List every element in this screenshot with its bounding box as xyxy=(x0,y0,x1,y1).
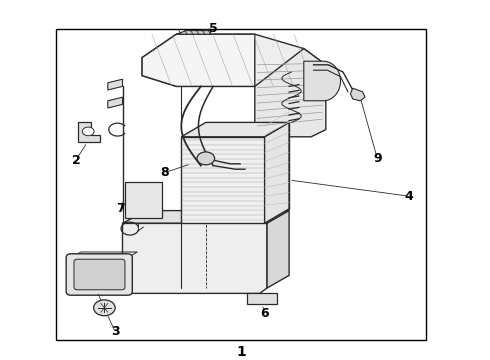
FancyBboxPatch shape xyxy=(74,259,125,290)
Polygon shape xyxy=(247,293,277,304)
Polygon shape xyxy=(265,122,289,223)
Polygon shape xyxy=(125,182,162,218)
Polygon shape xyxy=(108,79,122,90)
Polygon shape xyxy=(78,122,100,142)
Polygon shape xyxy=(255,49,326,137)
Text: 4: 4 xyxy=(405,190,414,203)
Polygon shape xyxy=(142,34,255,86)
Circle shape xyxy=(197,152,215,165)
Text: 6: 6 xyxy=(260,307,269,320)
Text: 3: 3 xyxy=(111,325,120,338)
Polygon shape xyxy=(122,223,267,293)
Polygon shape xyxy=(350,88,365,101)
Polygon shape xyxy=(108,97,122,108)
Polygon shape xyxy=(181,122,289,137)
Text: 8: 8 xyxy=(160,166,169,179)
Circle shape xyxy=(82,127,94,136)
Polygon shape xyxy=(122,211,289,223)
Text: 1: 1 xyxy=(237,345,246,359)
Polygon shape xyxy=(267,211,289,288)
Polygon shape xyxy=(142,34,326,86)
Circle shape xyxy=(94,300,115,316)
Polygon shape xyxy=(304,61,341,101)
Bar xyxy=(56,29,426,340)
Text: 5: 5 xyxy=(209,22,218,35)
Text: 9: 9 xyxy=(373,152,382,165)
FancyBboxPatch shape xyxy=(66,254,132,295)
Text: 2: 2 xyxy=(72,154,80,167)
Polygon shape xyxy=(181,137,265,223)
Text: 7: 7 xyxy=(116,202,124,215)
Polygon shape xyxy=(176,31,211,34)
